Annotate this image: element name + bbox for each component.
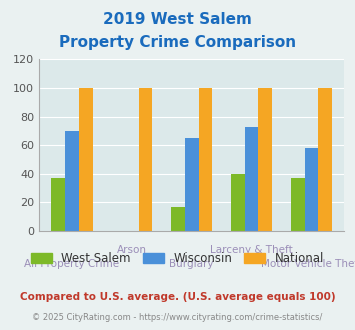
Text: Larceny & Theft: Larceny & Theft <box>210 245 293 255</box>
Bar <box>318 88 332 231</box>
Text: © 2025 CityRating.com - https://www.cityrating.com/crime-statistics/: © 2025 CityRating.com - https://www.city… <box>32 313 323 322</box>
Text: All Property Crime: All Property Crime <box>24 259 120 269</box>
Text: Compared to U.S. average. (U.S. average equals 100): Compared to U.S. average. (U.S. average … <box>20 292 335 302</box>
Bar <box>258 88 272 231</box>
Bar <box>245 127 258 231</box>
Bar <box>171 207 185 231</box>
Text: 2019 West Salem: 2019 West Salem <box>103 12 252 26</box>
Bar <box>291 178 305 231</box>
Text: Motor Vehicle Theft: Motor Vehicle Theft <box>261 259 355 269</box>
Bar <box>51 178 65 231</box>
Text: Burglary: Burglary <box>169 259 214 269</box>
Bar <box>65 131 79 231</box>
Bar <box>185 138 198 231</box>
Bar <box>198 88 212 231</box>
Text: Property Crime Comparison: Property Crime Comparison <box>59 35 296 50</box>
Text: Arson: Arson <box>117 245 147 255</box>
Bar <box>305 148 318 231</box>
Bar <box>79 88 93 231</box>
Bar <box>231 174 245 231</box>
Legend: West Salem, Wisconsin, National: West Salem, Wisconsin, National <box>26 247 329 270</box>
Bar <box>139 88 153 231</box>
